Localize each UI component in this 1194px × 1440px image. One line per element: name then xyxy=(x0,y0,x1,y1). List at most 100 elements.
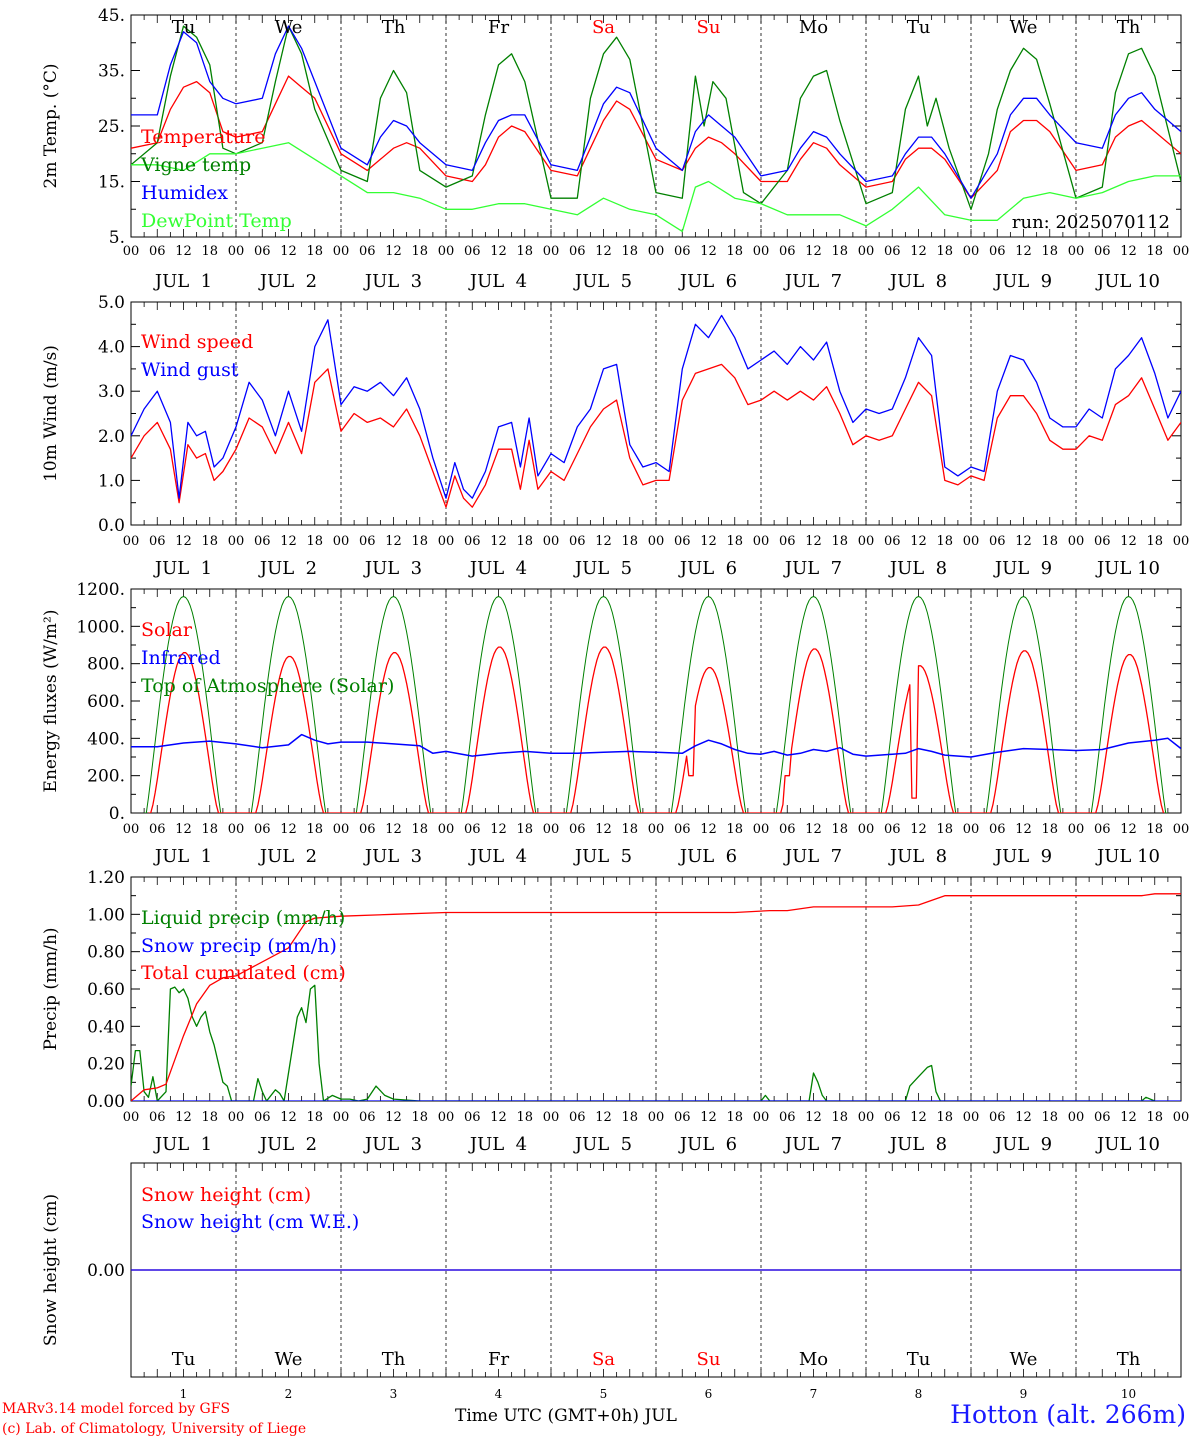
hour-tick-label: 18 xyxy=(726,244,743,259)
weekday-label: Su xyxy=(697,1349,721,1370)
hour-tick-label: 18 xyxy=(411,1110,428,1125)
date-label: JUL 5 xyxy=(573,846,632,867)
y-tick-label: 200. xyxy=(87,767,125,787)
hour-tick-label: 00 xyxy=(1173,1110,1190,1125)
hour-tick-label: 12 xyxy=(1015,822,1032,837)
y-axis-label: Snow height (cm) xyxy=(41,1194,61,1346)
hour-tick-label: 06 xyxy=(884,1110,901,1125)
legend-1: Wind speed xyxy=(141,331,253,353)
toa-solar-line xyxy=(144,596,1168,813)
date-label: JUL 4 xyxy=(468,558,527,579)
station-name: Hotton (alt. 266m) xyxy=(950,1400,1186,1429)
hour-tick-label: 06 xyxy=(884,822,901,837)
hour-tick-label: 12 xyxy=(1015,534,1032,549)
hour-tick-label: 18 xyxy=(306,534,323,549)
hour-tick-label: 00 xyxy=(228,1110,245,1125)
run-label: run: 2025070112 xyxy=(1012,212,1170,233)
legend-1: Snow height (cm) xyxy=(141,1184,311,1206)
weekday-label: Tu xyxy=(907,17,931,38)
hour-tick-label: 18 xyxy=(621,1110,638,1125)
hour-tick-label: 00 xyxy=(648,822,665,837)
hour-tick-label: 06 xyxy=(569,534,586,549)
hour-tick-label: 00 xyxy=(438,534,455,549)
hour-tick-label: 06 xyxy=(464,1110,481,1125)
date-label: JUL 4 xyxy=(468,846,527,867)
hour-tick-label: 12 xyxy=(700,534,717,549)
hour-tick-label: 06 xyxy=(464,822,481,837)
date-label: JUL 10 xyxy=(1095,846,1160,867)
hour-tick-label: 12 xyxy=(385,822,402,837)
day-number: 1 xyxy=(180,1387,188,1401)
dewpoint-temp-line xyxy=(131,142,1181,233)
y-tick-label: 1200. xyxy=(76,580,125,600)
hour-tick-label: 18 xyxy=(831,244,848,259)
hour-tick-label: 00 xyxy=(648,1110,665,1125)
day-number: 3 xyxy=(390,1387,398,1401)
date-label: JUL 3 xyxy=(363,558,422,579)
hour-tick-label: 12 xyxy=(910,534,927,549)
hour-tick-label: 06 xyxy=(1094,244,1111,259)
hour-tick-label: 06 xyxy=(569,1110,586,1125)
weekday-label: Su xyxy=(697,17,721,38)
hour-tick-label: 18 xyxy=(1146,822,1163,837)
hour-tick-label: 06 xyxy=(779,822,796,837)
series-group xyxy=(131,25,1181,233)
weekday-label: Tu xyxy=(172,17,196,38)
hour-tick-label: 06 xyxy=(569,822,586,837)
hour-tick-label: 06 xyxy=(359,822,376,837)
y-tick-label: 400. xyxy=(87,729,125,749)
legend-2: Wind gust xyxy=(141,359,239,381)
date-label: JUL 9 xyxy=(993,271,1052,292)
date-label: JUL 9 xyxy=(993,558,1052,579)
hour-tick-label: 18 xyxy=(201,822,218,837)
panel-5: 0.00 Snow height (cm) Snow height (cm) Snow… xyxy=(41,1162,1182,1401)
hour-tick-label: 06 xyxy=(779,534,796,549)
total-cumulated-cm-line xyxy=(131,893,1181,1101)
weekday-label: Mo xyxy=(799,17,828,38)
date-label: JUL 3 xyxy=(363,846,422,867)
date-label: JUL 9 xyxy=(993,846,1052,867)
y-axis-label: 10m Wind (m/s) xyxy=(41,345,61,482)
y-tick-label: 1.00 xyxy=(87,905,125,925)
hour-tick-label: 18 xyxy=(306,822,323,837)
hour-tick-label: 12 xyxy=(1120,822,1137,837)
hour-tick-label: 06 xyxy=(149,1110,166,1125)
date-label: JUL 3 xyxy=(363,1134,422,1155)
hour-tick-label: 12 xyxy=(595,534,612,549)
date-label: JUL 3 xyxy=(363,271,422,292)
hour-tick-label: 18 xyxy=(831,534,848,549)
hour-tick-label: 06 xyxy=(254,244,271,259)
weekday-label: Fr xyxy=(488,17,509,38)
hour-tick-label: 00 xyxy=(753,1110,770,1125)
hour-tick-label: 00 xyxy=(123,822,140,837)
legend-2: Infrared xyxy=(141,647,221,669)
weekday-label: Tu xyxy=(907,1349,931,1370)
hour-tick-label: 00 xyxy=(543,244,560,259)
hour-tick-label: 06 xyxy=(569,244,586,259)
hour-tick-label: 06 xyxy=(149,822,166,837)
day-number: 6 xyxy=(705,1387,713,1401)
hour-tick-label: 12 xyxy=(280,822,297,837)
hour-tick-label: 06 xyxy=(149,244,166,259)
date-label: JUL 8 xyxy=(888,1134,947,1155)
hour-tick-label: 00 xyxy=(438,244,455,259)
y-tick-label: 0.00 xyxy=(87,1261,125,1281)
hour-tick-label: 18 xyxy=(1146,244,1163,259)
hour-tick-label: 06 xyxy=(779,1110,796,1125)
hour-tick-label: 00 xyxy=(1068,1110,1085,1125)
date-label: JUL 8 xyxy=(888,558,947,579)
date-label: JUL 1 xyxy=(153,1134,212,1155)
legend-2: Vigne temp xyxy=(140,154,251,176)
panel-3: 0. 200. 400. 600. 800. 1000. 1200. Energy fluxe… xyxy=(41,580,1189,867)
wind-gust-line xyxy=(131,314,1181,499)
date-label: JUL 2 xyxy=(258,846,317,867)
weekday-label: Th xyxy=(1117,17,1141,38)
hour-tick-label: 18 xyxy=(726,822,743,837)
hour-tick-label: 00 xyxy=(648,534,665,549)
hour-tick-label: 00 xyxy=(753,244,770,259)
y-tick-label: 1.0 xyxy=(98,471,125,491)
hour-tick-label: 18 xyxy=(201,1110,218,1125)
hour-tick-label: 12 xyxy=(280,1110,297,1125)
hour-tick-label: 00 xyxy=(963,1110,980,1125)
weekday-label: We xyxy=(1010,17,1038,38)
